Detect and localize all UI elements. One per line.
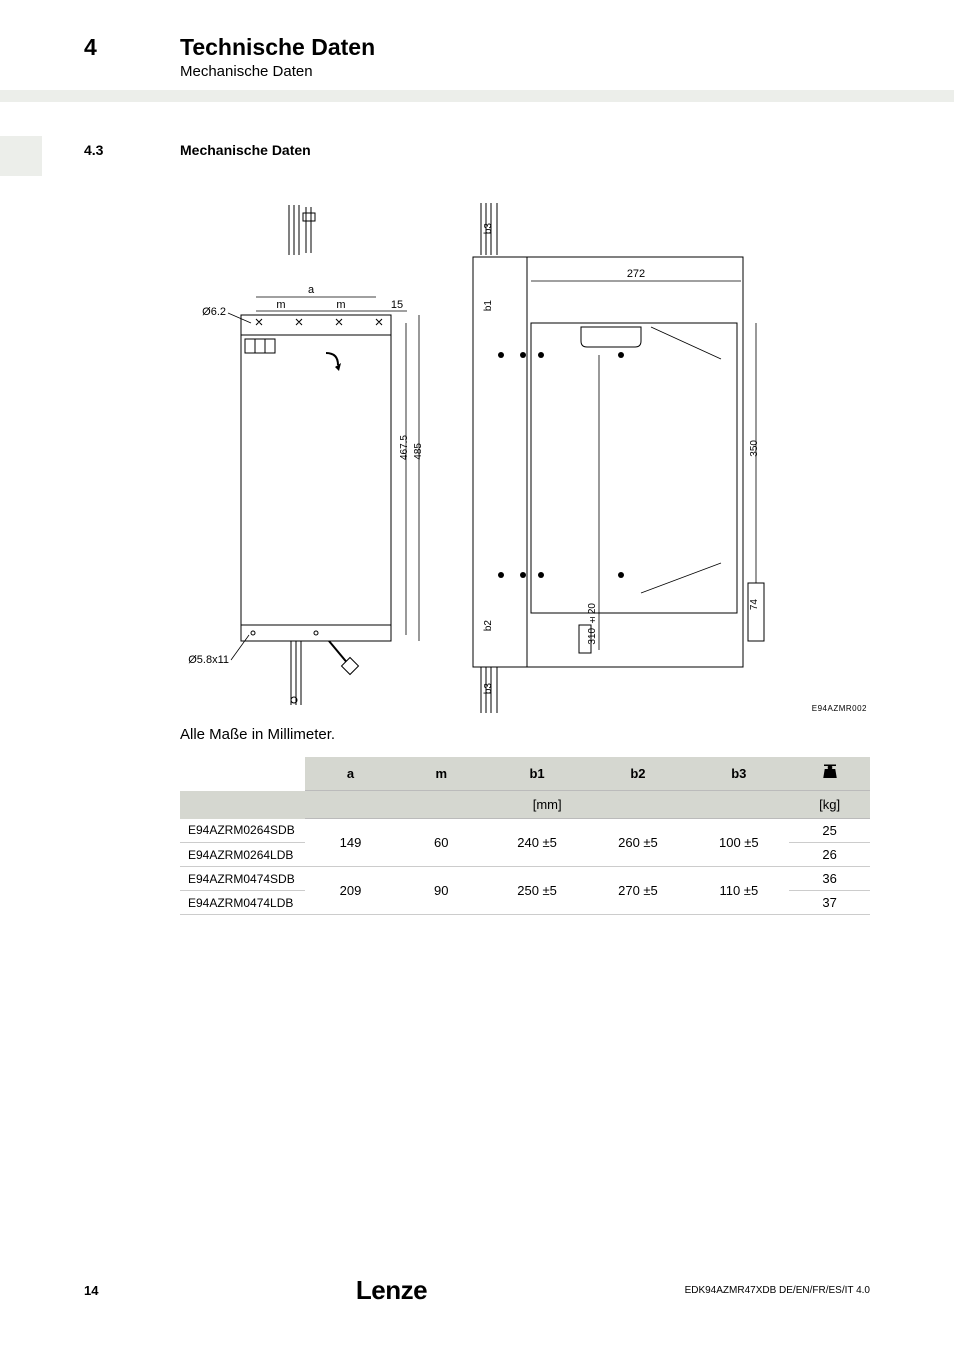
cell-b1: 250 ±5 [487,867,588,915]
cell-a: 209 [305,867,396,915]
cell-kg: 37 [789,891,870,915]
table-row: E94AZRM0264SDB 149 60 240 ±5 260 ±5 100 … [180,819,870,843]
col-model-blank [180,757,305,791]
dim-b2: b2 [483,620,494,631]
dim-15: 15 [391,299,403,311]
technical-diagram: a m m 15 Ø6.2 Ø5.8x11 [180,194,870,718]
dim-hole-bottom: Ø5.8x11 [188,654,229,666]
cell-b2: 270 ±5 [588,867,689,915]
dim-a: a [308,284,315,296]
col-b2: b2 [588,757,689,791]
brand-logo: Lenze [356,1275,427,1306]
cell-model: E94AZRM0474SDB [180,867,305,891]
diagram-caption: E94AZMR002 [812,704,867,713]
section-header: 4.3 Mechanische Daten [0,142,954,158]
cell-model: E94AZRM0474LDB [180,891,305,915]
cell-b3: 100 ±5 [688,819,789,867]
dim-350: 350 [749,440,760,457]
table-header-row: a m b1 b2 b3 [180,757,870,791]
table-row: E94AZRM0474SDB 209 90 250 ±5 270 ±5 110 … [180,867,870,891]
cell-b3: 110 ±5 [688,867,789,915]
dim-m2: m [336,299,345,311]
table-unit-row: [mm] [kg] [180,791,870,819]
dim-485: 485 [413,443,424,460]
dim-272: 272 [627,268,645,280]
cell-m: 60 [396,819,487,867]
col-b3: b3 [688,757,789,791]
cell-kg: 36 [789,867,870,891]
header-row: 4 Technische Daten Mechanische Daten [0,34,954,80]
dim-b1: b1 [483,300,494,311]
page-footer: 14 Lenze EDK94AZMR47XDB DE/EN/FR/ES/IT 4… [0,1275,954,1306]
diagram-svg: a m m 15 Ø6.2 Ø5.8x11 [181,195,871,719]
dim-hole-top: Ø6.2 [202,306,226,318]
dim-m1: m [276,299,285,311]
side-tab [0,136,42,176]
dimension-note: Alle Maße in Millimeter. [180,726,870,743]
page-number: 14 [84,1283,98,1298]
page: 4 Technische Daten Mechanische Daten 4.3… [0,0,954,1350]
page-header: 4 Technische Daten Mechanische Daten [0,0,954,102]
unit-blank [180,791,305,819]
chapter-subtitle: Mechanische Daten [180,63,954,80]
dim-74: 74 [749,599,760,610]
header-rule [0,90,954,102]
section-title: Mechanische Daten [180,142,311,158]
col-weight-icon [789,757,870,791]
chapter-title: Technische Daten [180,34,954,61]
dim-b3-top: b3 [483,223,494,234]
dim-310-20: 310 ±20 [587,603,598,645]
cell-b1: 240 ±5 [487,819,588,867]
col-b1: b1 [487,757,588,791]
col-m: m [396,757,487,791]
unit-kg: [kg] [789,791,870,819]
col-a: a [305,757,396,791]
cell-model: E94AZRM0264LDB [180,843,305,867]
cell-model: E94AZRM0264SDB [180,819,305,843]
dim-b3-bot: b3 [483,683,494,694]
chapter-titles: Technische Daten Mechanische Daten [180,34,954,80]
dimension-table: a m b1 b2 b3 [mm] [kg] [180,757,870,915]
doc-id: EDK94AZMR47XDB DE/EN/FR/ES/IT 4.0 [685,1285,870,1296]
unit-mm: [mm] [305,791,789,819]
content-area: a m m 15 Ø6.2 Ø5.8x11 [180,194,870,915]
cell-kg: 26 [789,843,870,867]
weight-icon [821,769,839,784]
chapter-number: 4 [0,34,180,61]
cell-kg: 25 [789,819,870,843]
cell-m: 90 [396,867,487,915]
cell-a: 149 [305,819,396,867]
dim-467-5: 467.5 [399,435,410,460]
cell-b2: 260 ±5 [588,819,689,867]
